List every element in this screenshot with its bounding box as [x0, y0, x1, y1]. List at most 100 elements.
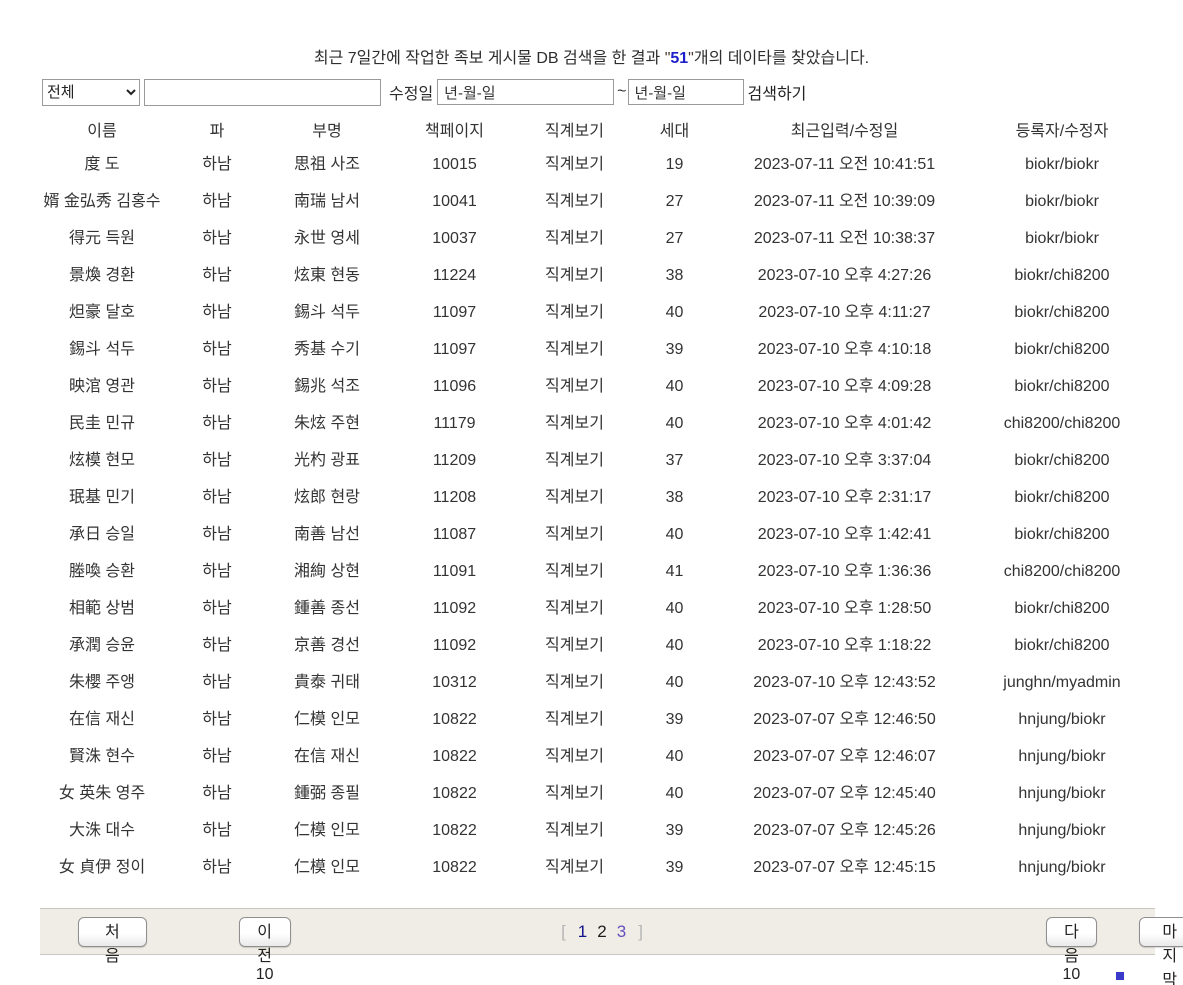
cell-bookpage: 11209 [432, 452, 477, 469]
view-direct-line-link[interactable]: 직계보기 [545, 378, 604, 395]
results-table: 이름 파 부명 책페이지 직계보기 세대 최근입력/수정일 등록자/수정자 度 … [32, 112, 1152, 886]
cell-generation: 38 [665, 489, 684, 506]
table-row: 錫斗 석두 하남 秀基 수기 11097 직계보기 39 2023-07-10 오후 4:1… [32, 331, 1152, 368]
view-direct-line-link[interactable]: 직계보기 [545, 304, 604, 321]
cell-father: 南善 남선 [294, 526, 360, 543]
cell-registrant: hnjung/biokr [1018, 859, 1106, 876]
cell-branch: 하남 [202, 785, 232, 802]
cell-father: 炫東 현동 [294, 267, 360, 284]
table-row: 景煥 경환 하남 炫東 현동 11224 직계보기 38 2023-07-10 오후 4:2… [32, 257, 1152, 294]
cell-generation: 40 [665, 785, 684, 802]
cell-bookpage: 10822 [432, 711, 477, 728]
table-row: 炫模 현모 하남 光杓 광표 11209 직계보기 37 2023-07-10 오후 3:3… [32, 442, 1152, 479]
cell-branch: 하남 [202, 637, 232, 654]
cell-registrant: biokr/chi8200 [1014, 526, 1110, 543]
col-header-bookpage: 책페이지 [425, 123, 484, 140]
cell-father: 思祖 사조 [294, 156, 360, 173]
cell-branch: 하남 [202, 378, 232, 395]
cell-registrant: biokr/biokr [1025, 230, 1099, 247]
cell-name: 得元 득원 [69, 230, 135, 247]
cell-registrant: hnjung/biokr [1018, 748, 1106, 765]
table-row: 塍喚 승환 하남 湘絢 상현 11091 직계보기 41 2023-07-10 오후 1:3… [32, 553, 1152, 590]
view-direct-line-link[interactable]: 직계보기 [545, 637, 604, 654]
view-direct-line-link[interactable]: 직계보기 [545, 859, 604, 876]
keyword-input[interactable] [144, 78, 381, 106]
cell-name: 承日 승일 [69, 526, 135, 543]
cell-bookpage: 11096 [432, 378, 477, 395]
cell-generation: 37 [665, 452, 684, 469]
table-row: 相範 상범 하남 鍾善 종선 11092 직계보기 40 2023-07-10 오후 1:2… [32, 590, 1152, 627]
cell-registrant: biokr/chi8200 [1014, 637, 1110, 654]
view-direct-line-link[interactable]: 직계보기 [545, 230, 604, 247]
cell-branch: 하남 [202, 452, 232, 469]
cell-modified-date: 2023-07-10 오후 2:31:17 [757, 489, 932, 506]
cell-name: 女 英朱 영주 [58, 785, 146, 802]
prev-10-button[interactable]: 이전 10개 [238, 916, 291, 983]
page-number-link[interactable]: 1 [577, 921, 590, 941]
date-to-input[interactable] [627, 79, 744, 105]
cell-name: 承潤 승윤 [69, 637, 135, 654]
cell-name: 映涫 영관 [69, 378, 135, 395]
view-direct-line-link[interactable]: 직계보기 [545, 711, 604, 728]
cell-generation: 27 [665, 230, 684, 247]
cell-bookpage: 10822 [432, 785, 477, 802]
cell-branch: 하남 [202, 193, 232, 210]
cell-registrant: hnjung/biokr [1018, 822, 1106, 839]
view-direct-line-link[interactable]: 직계보기 [545, 267, 604, 284]
cell-father: 永世 영세 [294, 230, 360, 247]
cell-branch: 하남 [202, 822, 232, 839]
cell-modified-date: 2023-07-10 오후 4:09:28 [757, 378, 932, 395]
cell-modified-date: 2023-07-07 오후 12:46:50 [753, 711, 936, 728]
view-direct-line-link[interactable]: 직계보기 [545, 489, 604, 506]
last-page-button[interactable]: 마지막 [1139, 916, 1183, 985]
cell-generation: 40 [665, 378, 684, 395]
col-header-gen: 세대 [659, 123, 690, 140]
view-direct-line-link[interactable]: 직계보기 [545, 674, 604, 691]
category-select[interactable]: 전체 [42, 78, 140, 106]
cell-bookpage: 10037 [432, 230, 477, 247]
view-direct-line-link[interactable]: 직계보기 [545, 748, 604, 765]
cell-name: 女 貞伊 정이 [58, 859, 146, 876]
cell-registrant: junghn/myadmin [1003, 674, 1121, 691]
page-number-link[interactable]: 3 [616, 921, 629, 941]
view-direct-line-link[interactable]: 직계보기 [545, 452, 604, 469]
cell-bookpage: 11097 [432, 341, 477, 358]
cell-father: 錫兆 석조 [294, 378, 360, 395]
date-from-input[interactable] [437, 79, 615, 105]
view-direct-line-link[interactable]: 직계보기 [545, 526, 604, 543]
search-result-summary: 최근 7일간에 작업한 족보 게시물 DB 검색을 한 결과 "51"개의 데이… [0, 44, 1183, 68]
cell-bookpage: 11097 [432, 304, 477, 321]
cell-registrant: biokr/chi8200 [1014, 304, 1110, 321]
cell-name: 珉基 민기 [69, 489, 135, 506]
cell-generation: 40 [665, 600, 684, 617]
first-page-button[interactable]: 처 음 [78, 916, 147, 965]
cell-modified-date: 2023-07-10 오후 12:43:52 [753, 674, 936, 691]
cell-father: 京善 경선 [294, 637, 360, 654]
pagination-bar: 처 음 이전 10개 [123] 다음 10개 마지막 2/3 [40, 908, 1183, 985]
view-direct-line-link[interactable]: 직계보기 [545, 600, 604, 617]
cell-bookpage: 11179 [433, 415, 476, 432]
cell-father: 秀基 수기 [294, 341, 360, 358]
view-direct-line-link[interactable]: 직계보기 [545, 785, 604, 802]
view-direct-line-link[interactable]: 직계보기 [545, 341, 604, 358]
next-10-button[interactable]: 다음 10개 [1045, 916, 1098, 983]
summary-quote-close: " [688, 50, 694, 67]
page-number-current: 2 [597, 921, 609, 941]
cell-father: 南瑞 남서 [294, 193, 360, 210]
view-direct-line-link[interactable]: 직계보기 [545, 415, 604, 432]
cell-father: 貴泰 귀태 [294, 674, 360, 691]
cell-branch: 하남 [202, 230, 232, 247]
cell-modified-date: 2023-07-10 오후 4:01:42 [757, 415, 932, 432]
col-header-view: 직계보기 [545, 123, 604, 140]
view-direct-line-link[interactable]: 직계보기 [545, 822, 604, 839]
cell-registrant: biokr/chi8200 [1014, 341, 1110, 358]
view-direct-line-link[interactable]: 직계보기 [545, 156, 604, 173]
cell-father: 錫斗 석두 [294, 304, 360, 321]
view-direct-line-link[interactable]: 직계보기 [545, 563, 604, 580]
view-direct-line-link[interactable]: 직계보기 [545, 193, 604, 210]
cell-name: 朱櫻 주앵 [69, 674, 135, 691]
search-submit-button[interactable]: 검색하기 [747, 86, 807, 103]
table-row: 民圭 민규 하남 朱炫 주현 11179 직계보기 40 2023-07-10 오후 4:0… [32, 405, 1152, 442]
cell-bookpage: 11087 [432, 526, 477, 543]
cell-modified-date: 2023-07-10 오후 1:36:36 [757, 563, 932, 580]
